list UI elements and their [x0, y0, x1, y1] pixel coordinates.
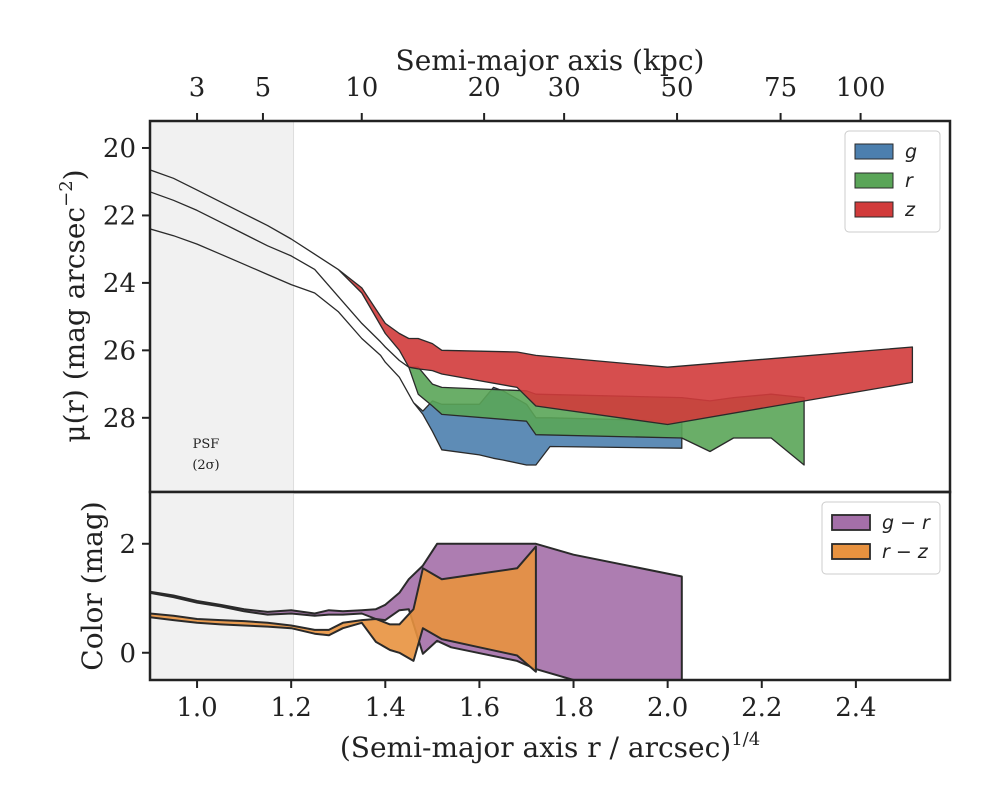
top-axis-tick-label: 10: [345, 73, 378, 103]
y-tick-label: 20: [103, 134, 136, 164]
x-tick-label: 1.8: [553, 693, 594, 723]
x-tick-label: 1.6: [459, 693, 500, 723]
x-axis-title-exponent: 1/4: [731, 729, 760, 750]
psf-label-line1: PSF: [193, 437, 220, 452]
legend-swatch-rz: [831, 543, 871, 560]
top-axis-tick-label: 100: [836, 73, 886, 103]
x-axis-title-main: (Semi-major axis r / arcsec): [340, 731, 731, 764]
top-axis-tick-label: 3: [189, 73, 206, 103]
legend-label-z: z: [904, 199, 916, 221]
x-tick-label: 2.2: [741, 693, 782, 723]
top-axis-tick-label: 5: [255, 73, 272, 103]
legend: g − r r − z: [821, 501, 941, 575]
y-tick-label: 26: [103, 336, 136, 366]
legend-swatch-g: [854, 143, 894, 160]
top-axis-tick-label: 75: [764, 73, 797, 103]
panel-frame: [148, 490, 952, 682]
legend-label-r: r: [905, 170, 914, 192]
legend-label-gr: g − r: [882, 512, 931, 534]
x-tick-label: 1.0: [176, 693, 217, 723]
y-tick-label: 0: [119, 639, 136, 669]
top-axis-title: Semi-major axis (kpc): [396, 44, 705, 77]
series-layer: [150, 542, 683, 680]
psf-shade: [150, 492, 294, 680]
y-axis-title-top-tail: ): [58, 169, 91, 180]
top-axis-tick-label: 50: [661, 73, 694, 103]
y-tick-label: 24: [103, 269, 136, 299]
legend-label-g: g: [905, 141, 917, 163]
y-tick-label: 2: [119, 530, 136, 560]
top-axis-tick-label: 30: [548, 73, 581, 103]
psf-shade: [150, 121, 294, 492]
y-tick-label: 28: [103, 404, 136, 434]
x-tick-label: 2.4: [835, 693, 876, 723]
x-axis-title: (Semi-major axis r / arcsec)1/4: [340, 729, 760, 764]
legend-swatch-z: [854, 201, 894, 218]
y-axis-title-top-exponent: −2: [56, 180, 77, 207]
x-tick-label: 1.4: [365, 693, 406, 723]
y-axis-title-top-main: μ(r) (mag arcsec: [58, 207, 91, 443]
color-panel: 0 2 g − r r − z 1.0 1.2 1.4 1.6 1.8 2.0 2.2 2.4: [119, 490, 952, 723]
series-band-z: [150, 169, 914, 426]
legend-swatch-gr: [831, 514, 871, 531]
legend: grz: [844, 130, 941, 233]
legend-label-rz: r − z: [882, 541, 929, 563]
y-axis-title-bottom: Color (mag): [76, 501, 109, 670]
x-tick-label: 2.0: [647, 693, 688, 723]
surface-brightness-panel: 20 22 24 26 28 grz 3 5 10 20 30 50 75 100: [103, 73, 952, 494]
x-tick-label: 1.2: [270, 693, 311, 723]
top-axis-tick-label: 20: [468, 73, 501, 103]
series-band-rz: [150, 545, 537, 673]
y-tick-label: 22: [103, 201, 136, 231]
series-layer: [150, 169, 914, 466]
psf-label-line2: (2σ): [192, 458, 219, 473]
legend-swatch-r: [854, 172, 894, 189]
y-axis-title-top: μ(r) (mag arcsec−2): [56, 169, 91, 442]
